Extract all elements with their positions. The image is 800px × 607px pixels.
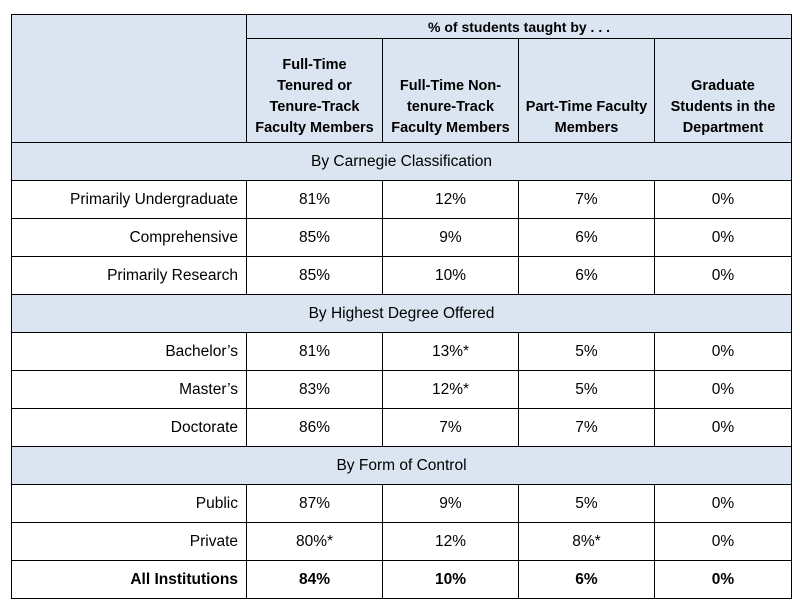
cell-value: 12%* bbox=[382, 370, 519, 409]
table-row: Public 87% 9% 5% 0% bbox=[11, 484, 792, 523]
cell-value: 12% bbox=[382, 180, 519, 219]
cell-value: 0% bbox=[654, 332, 792, 371]
section-title: By Form of Control bbox=[11, 446, 792, 485]
cell-value: 0% bbox=[654, 218, 792, 257]
cell-value: 9% bbox=[382, 484, 519, 523]
table-row: Private 80%* 12% 8%* 0% bbox=[11, 522, 792, 561]
column-header-part-time: Part-Time Faculty Members bbox=[518, 38, 655, 143]
cell-value: 7% bbox=[518, 180, 655, 219]
row-label: Public bbox=[11, 484, 247, 523]
section-title: By Carnegie Classification bbox=[11, 142, 792, 181]
cell-value: 87% bbox=[246, 484, 383, 523]
cell-value: 0% bbox=[654, 256, 792, 295]
cell-value: 85% bbox=[246, 256, 383, 295]
cell-value: 10% bbox=[382, 560, 519, 599]
column-group-header: % of students taught by . . . bbox=[246, 14, 792, 39]
cell-value: 10% bbox=[382, 256, 519, 295]
cell-value: 81% bbox=[246, 180, 383, 219]
cell-value: 13%* bbox=[382, 332, 519, 371]
row-label: Primarily Undergraduate bbox=[11, 180, 247, 219]
table-row: Primarily Research 85% 10% 6% 0% bbox=[11, 256, 792, 295]
row-label: Bachelor’s bbox=[11, 332, 247, 371]
cell-value: 5% bbox=[518, 370, 655, 409]
cell-value: 12% bbox=[382, 522, 519, 561]
cell-value: 0% bbox=[654, 484, 792, 523]
cell-value: 5% bbox=[518, 332, 655, 371]
cell-value: 6% bbox=[518, 218, 655, 257]
table-row: Doctorate 86% 7% 7% 0% bbox=[11, 408, 792, 447]
row-label: Primarily Research bbox=[11, 256, 247, 295]
row-label: Comprehensive bbox=[11, 218, 247, 257]
cell-value: 83% bbox=[246, 370, 383, 409]
row-label: Private bbox=[11, 522, 247, 561]
section-title: By Highest Degree Offered bbox=[11, 294, 792, 333]
total-row: All Institutions 84% 10% 6% 0% bbox=[11, 560, 792, 599]
table-row: Comprehensive 85% 9% 6% 0% bbox=[11, 218, 792, 257]
cell-value: 0% bbox=[654, 370, 792, 409]
cell-value: 7% bbox=[518, 408, 655, 447]
table-row: Master’s 83% 12%* 5% 0% bbox=[11, 370, 792, 409]
cell-value: 5% bbox=[518, 484, 655, 523]
row-label: Master’s bbox=[11, 370, 247, 409]
cell-value: 80%* bbox=[246, 522, 383, 561]
cell-value: 0% bbox=[654, 522, 792, 561]
cell-value: 0% bbox=[654, 180, 792, 219]
cell-value: 0% bbox=[654, 560, 792, 599]
table-row: Bachelor’s 81% 13%* 5% 0% bbox=[11, 332, 792, 371]
cell-value: 86% bbox=[246, 408, 383, 447]
cell-value: 6% bbox=[518, 256, 655, 295]
column-header-graduate: Graduate Students in the Department bbox=[654, 38, 792, 143]
row-label: Doctorate bbox=[11, 408, 247, 447]
cell-value: 0% bbox=[654, 408, 792, 447]
cell-value: 6% bbox=[518, 560, 655, 599]
column-header-non-tenure: Full-Time Non-tenure-Track Faculty Membe… bbox=[382, 38, 519, 143]
header-corner-cell bbox=[11, 14, 247, 143]
row-label: All Institutions bbox=[11, 560, 247, 599]
table-row: Primarily Undergraduate 81% 12% 7% 0% bbox=[11, 180, 792, 219]
faculty-distribution-table: % of students taught by . . . Full-Time … bbox=[11, 14, 792, 599]
cell-value: 9% bbox=[382, 218, 519, 257]
column-header-tenured: Full-Time Tenured or Tenure-Track Facult… bbox=[246, 38, 383, 143]
cell-value: 81% bbox=[246, 332, 383, 371]
cell-value: 85% bbox=[246, 218, 383, 257]
cell-value: 84% bbox=[246, 560, 383, 599]
cell-value: 8%* bbox=[518, 522, 655, 561]
cell-value: 7% bbox=[382, 408, 519, 447]
